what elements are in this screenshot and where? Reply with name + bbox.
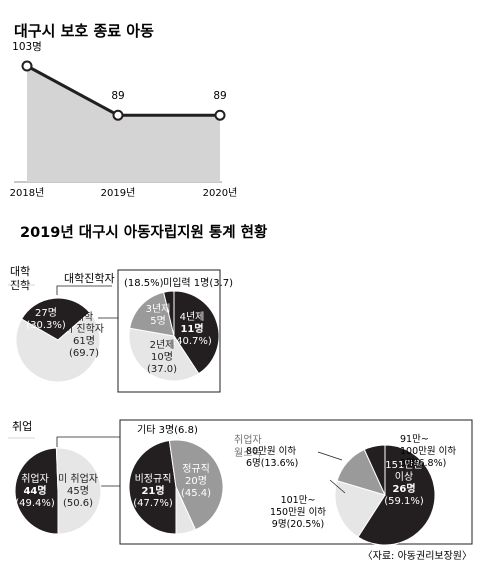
pie-slice xyxy=(128,439,177,535)
slice-label-outside: 80만원 이하 6명(13.6%) xyxy=(246,445,298,469)
outside-label-other: 기타 3명(6.8) xyxy=(137,424,198,436)
slice-label: 취업자 44명 (49.4%) xyxy=(15,472,55,509)
chart-title: 대구시 보호 종료 아동 xyxy=(14,22,154,40)
data-point xyxy=(214,109,226,121)
pie-slice xyxy=(357,444,436,546)
value-label: 89 xyxy=(111,90,124,102)
pie-slice xyxy=(55,447,102,535)
x-tick-label: 2018년 xyxy=(10,187,45,199)
slice-label-outside: 101만~ 150만원 이하 9명(20.5%) xyxy=(270,495,326,530)
pie-employment: 취업자 44명 (49.4%)미 취업자 45명 (50.6) xyxy=(14,447,102,535)
pie-slice xyxy=(163,290,175,337)
pie-slice xyxy=(128,327,200,382)
callout-label: 대학진학자 xyxy=(64,272,115,285)
data-point xyxy=(112,109,124,121)
callout-leader xyxy=(56,436,120,447)
slice-label-outside: 91만~ 100만원 이하 3명(6.8%) xyxy=(400,434,456,469)
pie-slice xyxy=(175,486,197,535)
callout-leader xyxy=(56,285,112,295)
slice-label: 정규직 20명 (45.4) xyxy=(181,463,211,499)
pie-college: 27명 (30.3%)대학 미 진학자 61명 (69.7) xyxy=(15,297,104,383)
section-title: 2019년 대구시 아동자립지원 통계 현황 xyxy=(20,223,268,241)
outside-label-3yr-pct: (18.5%) xyxy=(124,278,164,289)
group-label-employment: 취업 xyxy=(12,420,32,433)
leader-line xyxy=(317,451,343,461)
pie-slice xyxy=(14,447,59,535)
group-label-income: 취업자 월소득 xyxy=(234,433,262,459)
pie-slice xyxy=(334,480,386,538)
slice-label: 27명 (30.3%) xyxy=(26,307,66,331)
slice-label: 151만원 이상 26명 (59.1%) xyxy=(384,459,424,507)
x-tick-label: 2020년 xyxy=(203,187,238,199)
detail-box xyxy=(117,269,221,393)
pie-slice xyxy=(20,297,91,341)
pie-job-type: 비정규직 21명 (47.7%) 정규직 20명 (45.4) xyxy=(128,439,224,535)
pie-monthly-income: 151만원 이상 26명 (59.1%) 101만~ 150만원 이하 9명(20.5%) 8… xyxy=(246,434,456,546)
pie-slice xyxy=(129,291,175,337)
slice-label: 미 취업자 45명 (50.6) xyxy=(58,472,98,509)
slice-label: 4년제 11명 (40.7%) xyxy=(172,311,212,347)
pie-slice xyxy=(15,311,101,383)
x-tick-label: 2019년 xyxy=(101,187,136,199)
value-label: 103명 xyxy=(12,41,42,53)
slice-label: 대학 미 진학자 61명 (69.7) xyxy=(64,311,104,359)
detail-box xyxy=(119,419,473,545)
data-point xyxy=(21,60,33,72)
group-label-college: 대학 진학 xyxy=(10,265,30,292)
area-fill xyxy=(27,66,220,182)
pie-slice xyxy=(168,439,224,531)
source-note: 〈자료: 아동권리보장원〉 xyxy=(363,550,472,562)
pie-college-type: 4년제 11명 (40.7%)2년제 10명 (37.0) 3년제 5명 xyxy=(128,290,220,382)
slice-label: 3년제 5명 xyxy=(146,303,171,327)
slice-label: 비정규직 21명 (47.7%) xyxy=(133,473,173,509)
value-label: 89 xyxy=(213,90,226,102)
outside-label-missing: 미입력 1명(3.7) xyxy=(163,276,233,289)
pie-slice xyxy=(363,444,386,496)
leader-line xyxy=(329,479,346,494)
line-chart: 대구시 보호 종료 아동 103명 89 89 2018년 2019년 2020년 xyxy=(10,22,238,199)
leader-line xyxy=(391,446,399,453)
slice-label: 2년제 10명 (37.0) xyxy=(147,339,177,375)
